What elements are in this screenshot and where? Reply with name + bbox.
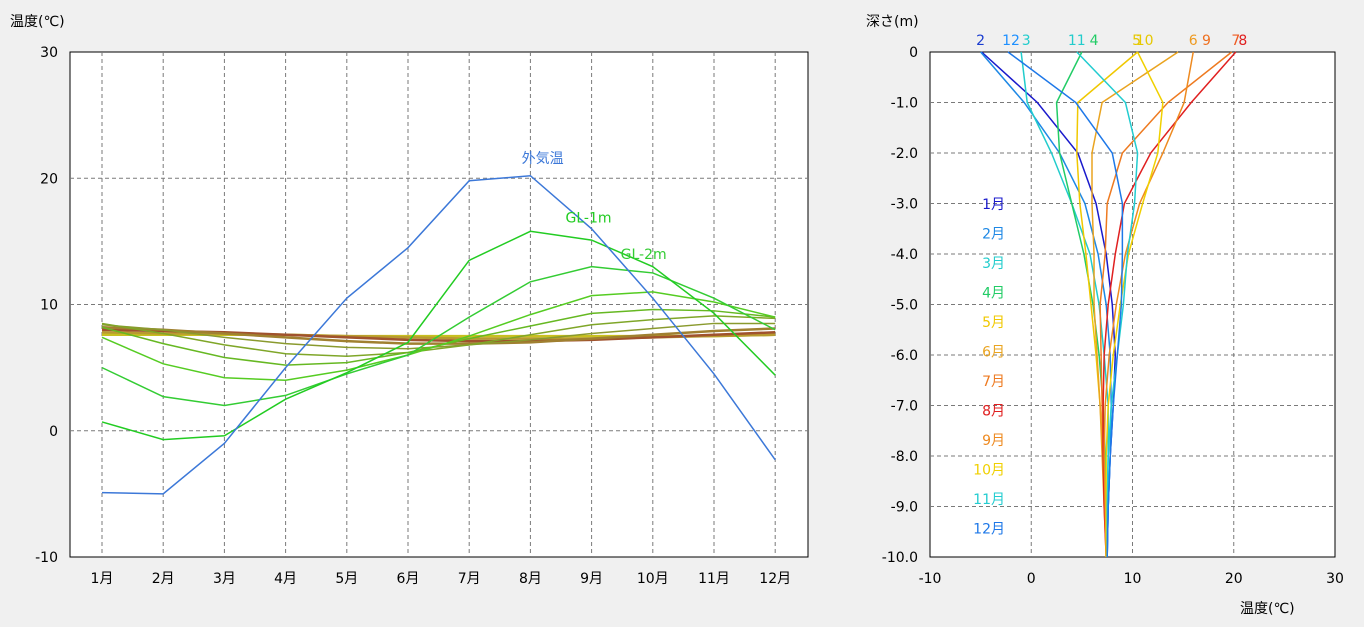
right-legend-entry: 3月 [982, 256, 1005, 272]
right-y-tick-label: -10.0 [882, 550, 918, 566]
right-y-ticks: 0 -1.0 -2.0 -3.0 -4.0 -5.0 -6.0 -7.0 -8.0 -9.0 -10… [882, 45, 918, 566]
right-top-month-label: 7 [1231, 33, 1240, 49]
left-x-tick-label: 9月 [580, 571, 603, 587]
right-legend-entry: 4月 [982, 286, 1005, 302]
right-top-month-label: 10 [1136, 33, 1154, 49]
right-y-tick-label: -4.0 [891, 247, 918, 263]
left-plot-area [69, 51, 809, 558]
left-y-tick-label: 0 [49, 424, 58, 440]
left-x-tick-label: 10月 [637, 571, 669, 587]
left-y-tick-label: 30 [40, 45, 58, 61]
right-y-tick-label: -1.0 [891, 96, 918, 112]
left-annotation-label: GL-2m [621, 247, 667, 263]
left-series-line [101, 174, 776, 495]
left-series-line [101, 322, 776, 350]
left-series-line [101, 315, 776, 358]
left-grid [70, 52, 808, 557]
right-top-month-label: 9 [1202, 33, 1211, 49]
right-series-lines [980, 51, 1237, 558]
left-annotations: 外気温 GL-1m GL-2m [522, 151, 667, 263]
right-y-tick-label: -5.0 [891, 298, 918, 314]
left-x-tick-label: 4月 [274, 571, 297, 587]
right-y-axis-label: 深さ(m) [866, 14, 919, 30]
right-x-tick-label: 30 [1326, 571, 1344, 587]
right-top-month-label: 5 [1132, 33, 1141, 49]
right-grid [930, 52, 1335, 557]
right-top-month-label: 3 [1022, 33, 1031, 49]
left-y-ticks: -10 0 10 20 30 [35, 45, 58, 566]
left-x-tick-label: 8月 [519, 571, 542, 587]
left-x-tick-label: 7月 [458, 571, 481, 587]
right-y-tick-label: -8.0 [891, 449, 918, 465]
right-legend-entry: 7月 [982, 374, 1005, 390]
right-x-tick-label: 10 [1124, 571, 1142, 587]
left-x-ticks: 1月 2月 3月 4月 5月 6月 7月 8月 9月 10月 11月 12月 [91, 571, 792, 587]
right-y-tick-label: -9.0 [891, 500, 918, 516]
right-legend-entry: 8月 [982, 404, 1005, 420]
left-annotation-label: GL-1m [566, 210, 612, 226]
right-x-axis-label: 温度(℃) [1240, 601, 1295, 617]
left-x-tick-label: 2月 [152, 571, 175, 587]
left-series-lines [101, 174, 776, 495]
left-series-line [101, 265, 776, 407]
right-legend-entry: 12月 [973, 522, 1005, 538]
left-x-tick-label: 6月 [397, 571, 420, 587]
right-legend-entry: 9月 [982, 433, 1005, 449]
right-series-line [1076, 51, 1139, 557]
right-legend-entry: 5月 [982, 315, 1005, 331]
right-top-month-label: 6 [1189, 33, 1198, 49]
left-y-axis-label: 温度(℃) [10, 14, 65, 30]
left-x-tick-label: 3月 [213, 571, 236, 587]
right-y-tick-label: 0 [909, 45, 918, 61]
left-series-line [101, 230, 776, 441]
right-top-month-label: 4 [1090, 33, 1099, 49]
depth-temperature-profile-chart: 深さ(m) 0 -1.0 -2.0 -3.0 -4.0 -5.0 -6.0 -7.0 -8.0 -… [866, 14, 1344, 617]
left-y-tick-label: -10 [35, 550, 58, 566]
right-y-tick-label: -7.0 [891, 399, 918, 415]
right-y-tick-label: -6.0 [891, 348, 918, 364]
right-x-tick-label: 20 [1225, 571, 1243, 587]
right-top-month-label: 11 [1068, 33, 1086, 49]
right-series-line [1103, 51, 1194, 558]
left-x-tick-label: 12月 [759, 571, 791, 587]
right-top-month-labels: 2 12 3 11 4 510 6 9 78 [976, 33, 1247, 49]
left-x-tick-label: 5月 [335, 571, 358, 587]
right-top-month-label: 12 [1002, 33, 1020, 49]
right-series-line [1007, 51, 1124, 558]
right-y-tick-label: -2.0 [891, 146, 918, 162]
outdoor-and-ground-temperature-chart: 温度(℃) -10 0 10 20 30 1月 2月 3月 4月 5月 6月 7月 8月 9月 10月 11… [10, 14, 809, 587]
right-legend-entry: 10月 [973, 463, 1005, 479]
right-legend-entry: 1月 [982, 197, 1005, 213]
left-series-line [101, 325, 776, 345]
left-x-tick-label: 1月 [91, 571, 114, 587]
left-x-tick-label: 11月 [698, 571, 730, 587]
right-legend-entry: 2月 [982, 227, 1005, 243]
left-series-line [101, 291, 776, 382]
right-series-line [1102, 51, 1237, 558]
right-top-month-label: 8 [1238, 33, 1247, 49]
left-y-tick-label: 10 [40, 298, 58, 314]
right-x-ticks: -10 0 10 20 30 [919, 571, 1344, 587]
right-top-month-label: 2 [976, 33, 985, 49]
right-legend-entry: 11月 [973, 492, 1005, 508]
right-x-tick-label: -10 [919, 571, 942, 587]
right-legend-entry: 6月 [982, 345, 1005, 361]
right-legend: 1月 2月 3月 4月 5月 6月 7月 8月 9月 10月 11月 12月 [973, 197, 1005, 538]
left-annotation-label: 外気温 [522, 151, 564, 167]
right-x-tick-label: 0 [1027, 571, 1036, 587]
left-y-tick-label: 20 [40, 171, 58, 187]
right-series-line [1105, 51, 1164, 557]
right-y-tick-label: -3.0 [891, 197, 918, 213]
